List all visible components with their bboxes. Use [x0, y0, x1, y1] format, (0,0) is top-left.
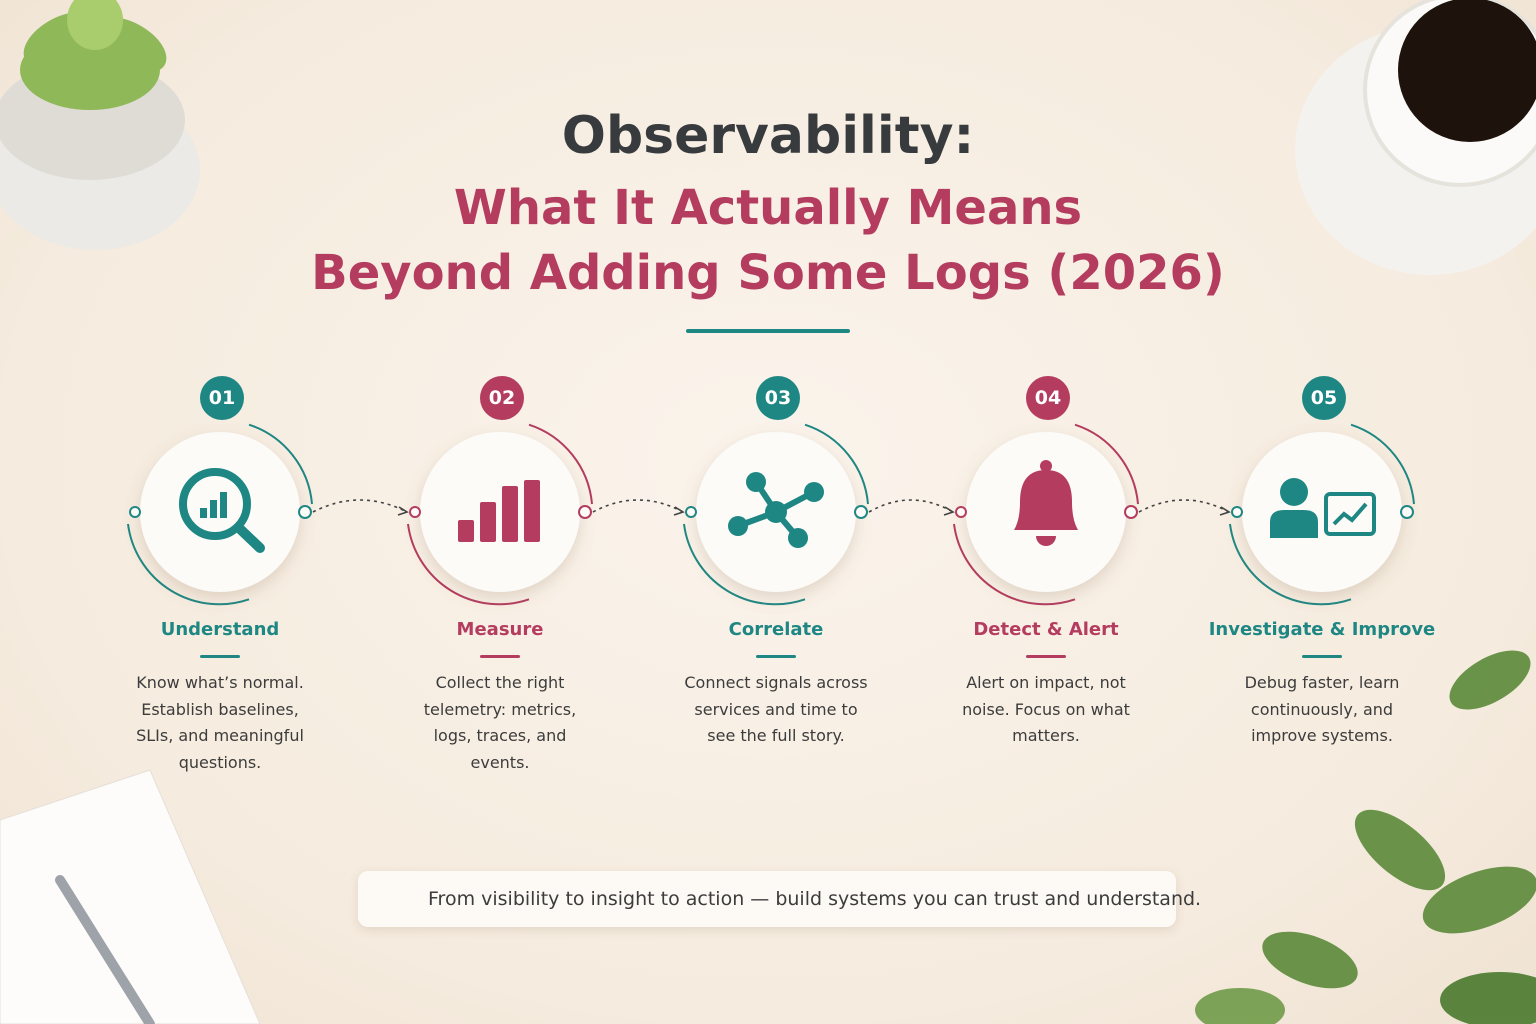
step-number: 02	[480, 376, 524, 420]
step	[127, 423, 313, 606]
step-title: Measure	[456, 619, 544, 640]
step-number: 01	[200, 376, 244, 420]
arc	[248, 423, 313, 505]
arc	[683, 523, 806, 606]
ring-dot	[1400, 505, 1414, 519]
succulent	[20, 0, 167, 110]
title-underline	[1026, 655, 1066, 658]
icon	[1332, 502, 1368, 526]
icon	[200, 508, 207, 518]
subtitle: Beyond Adding Some Logs (2026)	[311, 245, 1225, 301]
arc	[407, 523, 530, 606]
icon	[220, 492, 227, 518]
step-title: Investigate & Improve	[1208, 619, 1436, 640]
arrow-head	[1219, 506, 1231, 516]
icon	[234, 523, 265, 553]
icon	[1036, 536, 1056, 546]
step-description: Debug faster, learn continuously, and im…	[1244, 673, 1400, 745]
step-number: 03	[756, 376, 800, 420]
ring-dot	[1124, 505, 1138, 519]
step-circle	[1242, 432, 1402, 592]
step-circle	[420, 432, 580, 592]
icon	[210, 500, 217, 518]
icon	[1324, 492, 1376, 536]
icon	[746, 472, 766, 492]
leaves	[1195, 650, 1536, 1024]
step-number: 05	[1302, 376, 1346, 420]
icon	[1280, 478, 1308, 506]
subtitle: What It Actually Means	[453, 180, 1083, 236]
step-description: Alert on impact, not noise. Focus on wha…	[962, 673, 1130, 745]
icon	[765, 501, 787, 523]
icon	[502, 486, 518, 542]
connector	[592, 499, 684, 513]
icon	[1040, 460, 1052, 472]
ring-dot	[298, 505, 312, 519]
icon	[480, 502, 496, 542]
title: Observability:	[561, 106, 975, 166]
icon	[179, 468, 251, 540]
arc	[528, 423, 593, 505]
connector	[312, 499, 408, 513]
arc	[804, 423, 869, 505]
step	[683, 423, 869, 606]
title-underline	[756, 655, 796, 658]
coffee	[1398, 0, 1536, 142]
icon	[524, 480, 540, 542]
ring-dot	[854, 505, 868, 519]
icon	[728, 516, 748, 536]
ring-dot	[129, 506, 141, 518]
step-title: Understand	[160, 619, 280, 640]
arc	[127, 523, 250, 606]
footer-banner: From visibility to insight to action — b…	[358, 871, 1201, 927]
title-underline	[480, 655, 520, 658]
arrow-head	[673, 506, 685, 516]
arrow-head	[943, 506, 955, 516]
icon	[788, 528, 808, 548]
step-description: Know what’s normal. Establish baselines,…	[136, 673, 304, 772]
pen	[55, 875, 155, 1024]
connector	[868, 499, 954, 513]
connector	[1138, 499, 1230, 513]
title-underline	[200, 655, 240, 658]
title-rule	[686, 329, 850, 333]
ring-dot	[578, 505, 592, 519]
step	[407, 423, 593, 606]
title-underline	[1302, 655, 1342, 658]
arrow-head	[397, 506, 409, 516]
step-title: Correlate	[728, 619, 824, 640]
arc	[953, 523, 1076, 606]
ring-dot	[409, 506, 421, 518]
icon	[804, 482, 824, 502]
icon	[458, 520, 474, 542]
arc	[1350, 423, 1415, 505]
notebook	[0, 769, 261, 1024]
ring-dot	[955, 506, 967, 518]
step-number: 04	[1026, 376, 1070, 420]
icon	[1270, 510, 1318, 538]
step	[1229, 423, 1415, 606]
ring-dot	[1231, 506, 1243, 518]
step-description: Connect signals across services and time…	[684, 673, 868, 745]
ring-dot	[685, 506, 697, 518]
step-title: Detect & Alert	[973, 619, 1119, 640]
icon	[1014, 470, 1078, 530]
step	[953, 423, 1139, 606]
footer-text: From visibility to insight to action — b…	[428, 888, 1202, 910]
arc	[1074, 423, 1139, 505]
step-description: Collect the right telemetry: metrics, lo…	[423, 673, 577, 772]
arc	[1229, 523, 1352, 606]
